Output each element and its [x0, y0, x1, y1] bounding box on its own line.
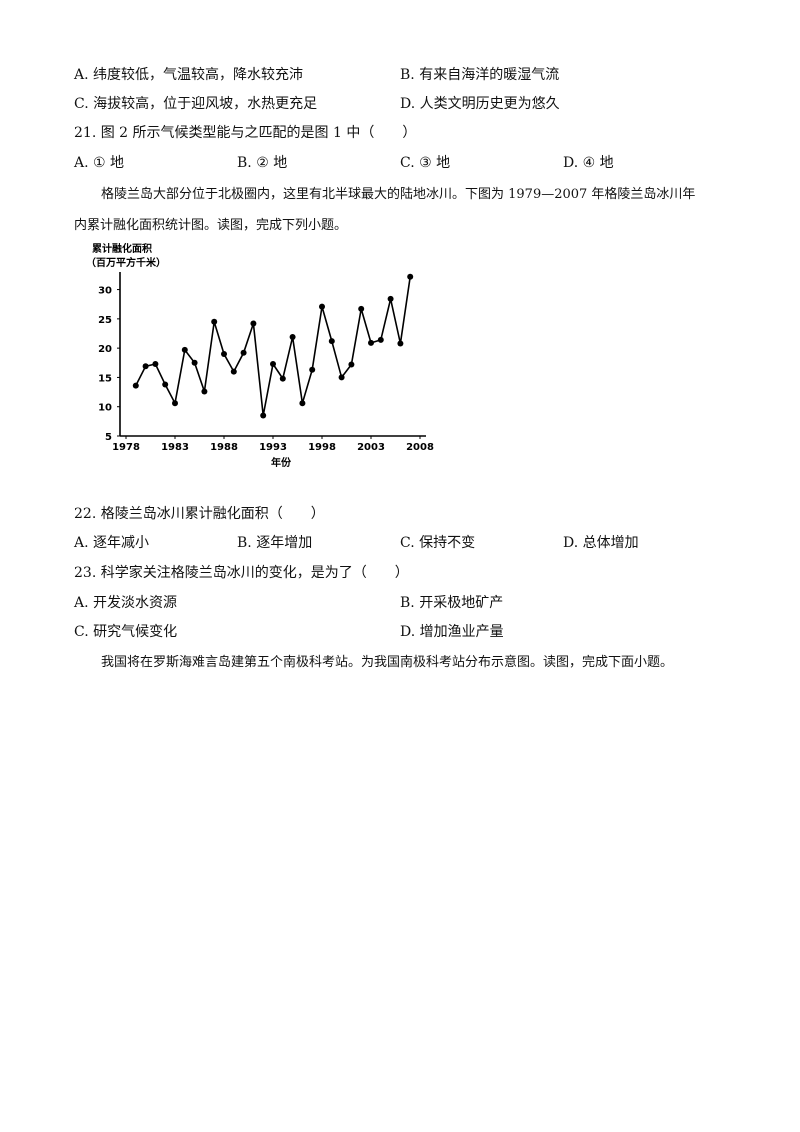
y-tick-label: 10 — [98, 403, 112, 414]
glacier-melt-chart: 累计融化面积 （百万平方千米） 5 10 15 20 25 30 1978 1983 1988… — [86, 240, 446, 472]
q23-option-b: B. 开采极地矿产 — [400, 595, 504, 611]
x-tick-label: 1983 — [161, 442, 189, 453]
chart-xlabel: 年份 — [271, 456, 292, 469]
chart-ylabel-line2: （百万平方千米） — [86, 256, 166, 269]
data-point — [152, 361, 159, 367]
data-point — [270, 361, 276, 367]
data-point — [328, 338, 335, 345]
q20-option-d: D. 人类文明历史更为悠久 — [400, 96, 560, 112]
q22-option-d: D. 总体增加 — [563, 535, 639, 551]
data-point — [309, 366, 316, 373]
data-point — [250, 320, 257, 327]
data-point — [221, 351, 227, 357]
data-point — [358, 305, 365, 312]
data-point — [240, 349, 247, 356]
q21-option-a: A. ① 地 — [74, 155, 125, 171]
q20-option-a: A. 纬度较低，气温较高，降水较充沛 — [74, 67, 304, 83]
q22-option-b: B. 逐年增加 — [237, 535, 313, 551]
q22-option-a: A. 逐年减小 — [74, 535, 150, 551]
data-point — [142, 363, 149, 370]
q23-option-c: C. 研究气候变化 — [74, 624, 178, 640]
x-tick-label: 1978 — [112, 442, 140, 453]
x-tick-label: 2003 — [357, 442, 385, 453]
data-point — [368, 339, 374, 346]
y-tick-label: 30 — [98, 286, 112, 297]
x-tick-label: 1993 — [259, 442, 287, 453]
x-tick-label: 1998 — [308, 442, 336, 453]
data-point — [348, 361, 355, 368]
data-point — [172, 400, 178, 407]
q21-stem: 21. 图 2 所示气候类型能与之匹配的是图 1 中（ ） — [74, 125, 417, 141]
y-tick-label: 25 — [98, 315, 112, 326]
data-point — [338, 374, 345, 381]
antarctic-intro-line1: 我国将在罗斯海难言岛建第五个南极科考站。为我国南极科考站分布示意图。读图，完成下… — [101, 655, 674, 670]
q22-stem: 22. 格陵兰岛冰川累计融化面积（ ） — [74, 506, 325, 522]
q23-option-d: D. 增加渔业产量 — [400, 624, 504, 640]
data-point — [230, 368, 237, 375]
q22-option-c: C. 保持不变 — [400, 535, 476, 551]
data-point — [397, 340, 404, 347]
chart-svg: 累计融化面积 （百万平方千米） 5 10 15 20 25 30 1978 1983 1988… — [86, 242, 434, 469]
data-point — [299, 400, 306, 407]
data-point — [319, 303, 325, 310]
data-point — [201, 388, 208, 395]
greenland-intro-line1: 格陵兰岛大部分位于北极圈内，这里有北半球最大的陆地冰川。下图为 1979—200… — [101, 187, 696, 202]
data-point — [377, 336, 384, 343]
x-tick-label: 2008 — [406, 442, 434, 453]
data-point — [211, 318, 218, 325]
data-point — [289, 334, 296, 340]
data-point — [260, 412, 267, 419]
q21-option-c: C. ③ 地 — [400, 155, 451, 171]
melt-area-series-line — [135, 276, 411, 416]
data-point — [132, 382, 139, 389]
data-point — [162, 381, 169, 388]
q23-option-a: A. 开发淡水资源 — [74, 595, 178, 611]
y-tick-label: 5 — [105, 432, 112, 443]
q21-option-d: D. ④ 地 — [563, 155, 614, 171]
data-point — [387, 295, 394, 302]
greenland-intro-line2: 内累计融化面积统计图。读图，完成下列小题。 — [74, 218, 348, 233]
x-tick-label: 1988 — [210, 442, 238, 453]
data-point — [181, 346, 188, 353]
y-tick-label: 20 — [98, 344, 112, 355]
q21-option-b: B. ② 地 — [237, 155, 288, 171]
chart-ylabel-line1: 累计融化面积 — [92, 242, 152, 255]
q23-stem: 23. 科学家关注格陵兰岛冰川的变化，是为了（ ） — [74, 565, 409, 581]
y-tick-label: 15 — [98, 373, 112, 384]
q20-option-c: C. 海拔较高，位于迎风坡，水热更充足 — [74, 96, 318, 112]
data-point — [191, 359, 198, 366]
data-point — [279, 375, 286, 382]
q20-option-b: B. 有来自海洋的暖湿气流 — [400, 67, 560, 83]
data-point — [407, 273, 414, 280]
